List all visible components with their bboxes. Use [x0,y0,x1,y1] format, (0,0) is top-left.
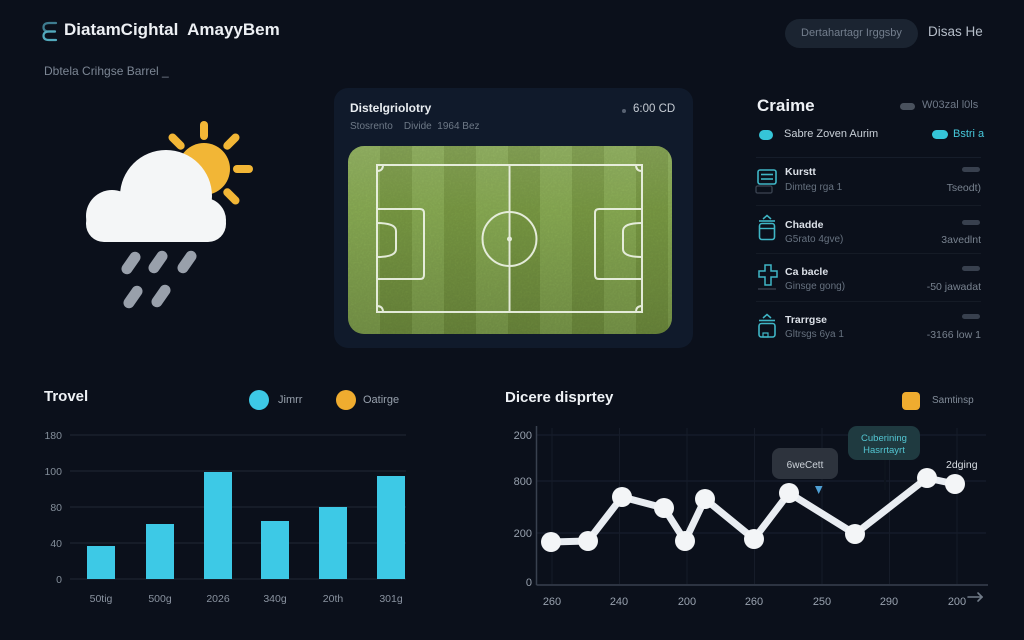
svg-text:100: 100 [44,466,62,478]
svg-text:Cuberining: Cuberining [861,433,907,444]
svg-text:2dging: 2dging [946,459,978,471]
svg-text:0: 0 [56,574,62,586]
svg-text:200: 200 [678,596,696,608]
svg-text:200: 200 [514,430,532,442]
svg-text:6weCett: 6weCett [787,460,824,471]
svg-text:260: 260 [543,596,561,608]
svg-text:340g: 340g [263,593,287,605]
svg-text:20th: 20th [323,593,344,605]
svg-text:40: 40 [50,538,62,550]
svg-text:Hasrrtayrt: Hasrrtayrt [863,445,905,456]
svg-text:80: 80 [50,502,62,514]
svg-text:180: 180 [44,430,62,442]
svg-text:200: 200 [948,596,966,608]
svg-text:240: 240 [610,596,628,608]
svg-text:2026: 2026 [206,593,230,605]
svg-text:301g: 301g [379,593,403,605]
svg-text:200: 200 [514,528,532,540]
svg-text:250: 250 [813,596,831,608]
svg-text:50tig: 50tig [90,593,113,605]
svg-text:260: 260 [745,596,763,608]
svg-text:500g: 500g [148,593,172,605]
svg-text:290: 290 [880,596,898,608]
svg-text:800: 800 [514,476,532,488]
svg-text:0: 0 [526,577,532,589]
